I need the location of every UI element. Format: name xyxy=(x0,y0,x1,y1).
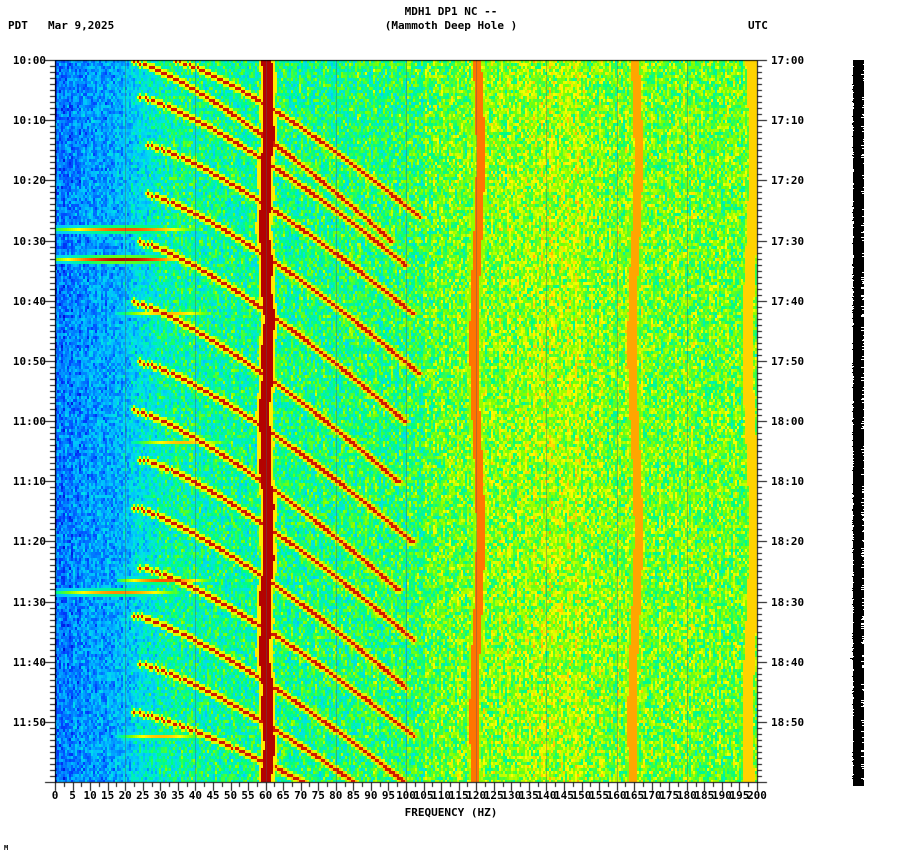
frequency-tick: 155 xyxy=(589,789,609,802)
time-tick-utc: 17:00 xyxy=(771,54,805,67)
frequency-tick: 25 xyxy=(136,789,150,802)
frequency-tick: 145 xyxy=(554,789,574,802)
time-tick-utc: 17:10 xyxy=(771,114,805,128)
frequency-tick: 195 xyxy=(729,789,750,802)
frequency-tick: 50 xyxy=(223,789,238,802)
frequency-tick: 160 xyxy=(606,789,627,802)
frequency-tick: 200 xyxy=(747,789,767,802)
frequency-tick: 120 xyxy=(466,789,487,802)
corner-mark: M xyxy=(4,844,9,852)
frequency-tick: 70 xyxy=(294,789,308,802)
time-tick-utc: 18:30 xyxy=(771,595,805,609)
frequency-tick: 65 xyxy=(276,789,290,802)
frequency-tick: 0 xyxy=(51,789,59,802)
right-strip-canvas xyxy=(850,60,867,786)
time-tick-utc: 17:40 xyxy=(771,294,805,308)
frequency-tick: 75 xyxy=(311,789,325,802)
frequency-tick: 125 xyxy=(483,789,504,802)
time-tick-local: 10:10 xyxy=(12,114,46,128)
frequency-tick: 105 xyxy=(413,789,434,802)
time-tick-local: 10:00 xyxy=(12,54,46,67)
time-tick-local: 11:20 xyxy=(12,535,46,549)
frequency-tick: 110 xyxy=(431,789,452,802)
frequency-tick: 115 xyxy=(448,789,469,802)
time-tick-utc: 18:10 xyxy=(771,475,805,489)
time-tick-utc: 18:40 xyxy=(771,655,805,669)
station-title: MDH1 DP1 NC -- xyxy=(404,5,498,18)
frequency-tick: 190 xyxy=(711,789,732,802)
right-edge-strip xyxy=(850,60,867,786)
timezone-label-right: UTC xyxy=(748,19,768,32)
time-tick-local: 10:50 xyxy=(12,354,46,368)
frequency-tick: 35 xyxy=(171,789,185,802)
frequency-tick: 135 xyxy=(518,789,539,802)
spectrogram-plot[interactable] xyxy=(55,60,757,782)
time-tick-utc: 17:20 xyxy=(771,174,805,188)
time-tick-utc: 18:00 xyxy=(771,415,805,428)
frequency-tick: 20 xyxy=(118,789,132,802)
time-tick-local: 10:30 xyxy=(12,234,46,248)
frequency-tick: 80 xyxy=(329,789,343,802)
frequency-tick: 15 xyxy=(101,789,115,802)
frequency-tick: 40 xyxy=(188,789,203,802)
time-tick-utc: 17:50 xyxy=(771,354,805,368)
frequency-tick: 55 xyxy=(241,789,255,802)
frequency-tick: 175 xyxy=(659,789,680,802)
time-tick-utc: 18:20 xyxy=(771,535,805,549)
frequency-tick: 165 xyxy=(624,789,645,802)
frequency-tick: 130 xyxy=(501,789,522,802)
frequency-tick: 60 xyxy=(258,789,273,802)
frequency-tick: 100 xyxy=(396,789,416,802)
frequency-tick: 170 xyxy=(641,789,662,802)
frequency-tick: 5 xyxy=(69,789,76,802)
time-tick-local: 11:30 xyxy=(12,595,46,609)
frequency-tick: 10 xyxy=(83,789,97,802)
time-tick-local: 10:40 xyxy=(12,294,46,308)
frequency-tick: 150 xyxy=(571,789,592,802)
frequency-tick: 85 xyxy=(346,789,360,802)
time-tick-utc: 18:50 xyxy=(771,715,805,729)
frequency-tick: 180 xyxy=(676,789,697,802)
time-tick-local: 10:20 xyxy=(12,174,46,188)
frequency-axis-title: FREQUENCY (HZ) xyxy=(404,806,498,819)
frequency-tick: 140 xyxy=(536,789,557,802)
time-tick-local: 11:00 xyxy=(12,415,46,428)
time-tick-local: 11:50 xyxy=(12,715,46,729)
time-tick-local: 11:10 xyxy=(12,475,46,489)
frequency-tick: 95 xyxy=(381,789,396,802)
time-tick-utc: 17:30 xyxy=(771,234,805,248)
spectrogram-canvas[interactable] xyxy=(55,60,757,782)
frequency-tick: 45 xyxy=(206,789,220,802)
frequency-tick: 185 xyxy=(694,789,715,802)
frequency-tick: 90 xyxy=(364,789,378,802)
time-tick-local: 11:40 xyxy=(12,655,46,669)
frequency-tick: 30 xyxy=(153,789,167,802)
